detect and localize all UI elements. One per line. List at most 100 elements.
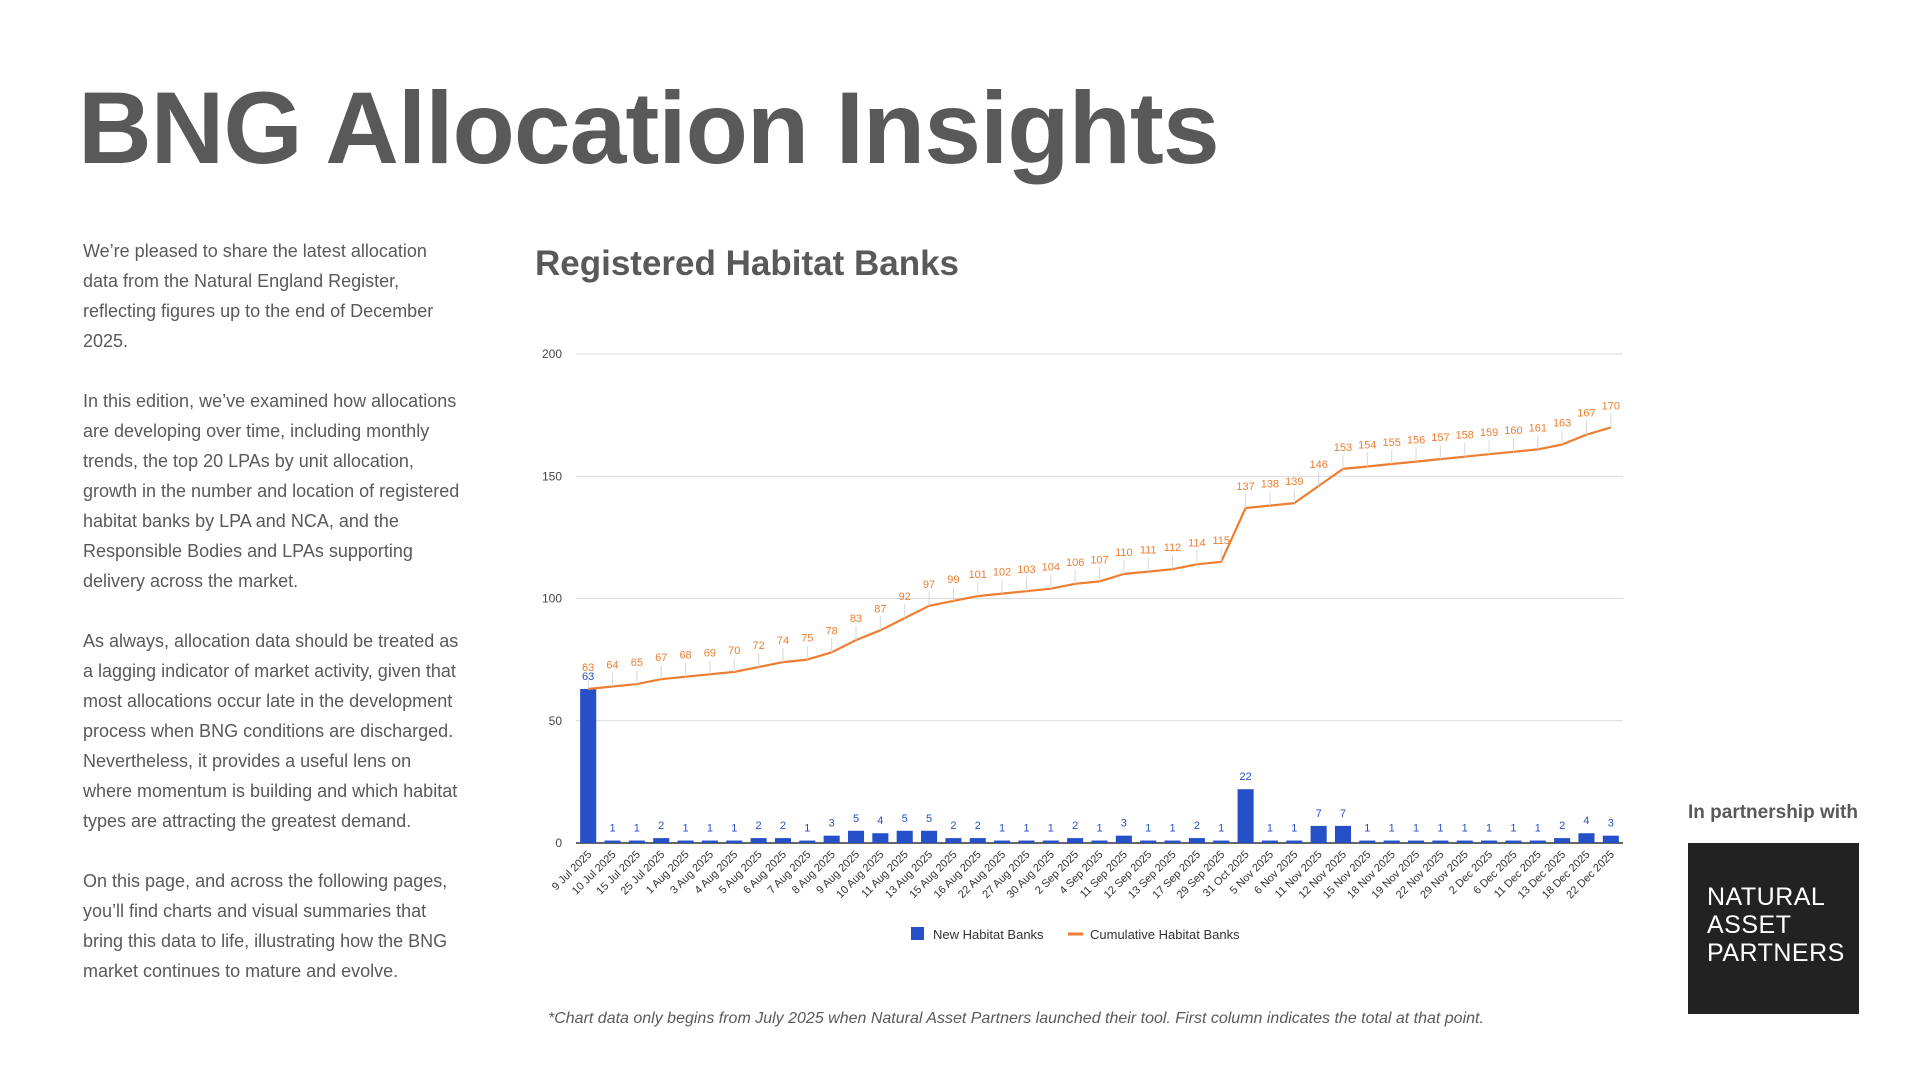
bar-label-30: 7: [1316, 808, 1322, 820]
bar-label-21: 1: [1096, 823, 1102, 835]
bar-0: [580, 688, 597, 843]
bar-18: [1018, 840, 1035, 843]
line-label-10: 78: [826, 625, 838, 637]
bar-label-27: 22: [1239, 771, 1251, 783]
bar-14: [921, 830, 938, 843]
bar-21: [1091, 840, 1108, 843]
bar-label-35: 1: [1437, 823, 1443, 835]
bar-label-2: 1: [634, 823, 640, 835]
bar-label-20: 2: [1072, 820, 1078, 832]
bar-20: [1067, 838, 1084, 843]
intro-paragraph-3: As always, allocation data should be tre…: [83, 631, 459, 831]
y-tick-label-200: 200: [542, 347, 562, 361]
bar-22: [1115, 835, 1132, 843]
bar-35: [1432, 840, 1449, 843]
line-label-28: 138: [1261, 479, 1279, 491]
bar-label-37: 1: [1486, 823, 1492, 835]
intro-paragraph-4: On this page, and across the following p…: [83, 871, 448, 981]
bar-label-23: 1: [1145, 823, 1151, 835]
bar-label-18: 1: [1023, 823, 1029, 835]
bar-label-9: 1: [804, 823, 810, 835]
bar-25: [1188, 838, 1205, 843]
bar-9: [799, 840, 816, 843]
line-label-25: 114: [1188, 537, 1206, 549]
bar-17: [994, 840, 1011, 843]
bar-26: [1213, 840, 1230, 843]
bar-28: [1261, 840, 1278, 843]
line-label-5: 69: [704, 647, 716, 659]
line-label-40: 163: [1553, 417, 1571, 429]
line-label-2: 65: [631, 657, 643, 669]
bar-label-16: 2: [975, 820, 981, 832]
bar-6: [726, 840, 743, 843]
bar-27: [1237, 789, 1254, 843]
bar-label-32: 1: [1364, 823, 1370, 835]
line-label-41: 167: [1577, 408, 1595, 420]
bar-36: [1456, 840, 1473, 843]
bar-label-39: 1: [1535, 823, 1541, 835]
chart-footnote: *Chart data only begins from July 2025 w…: [548, 1010, 1484, 1027]
bar-label-10: 3: [829, 818, 835, 830]
bar-label-14: 5: [926, 813, 932, 825]
bar-label-11: 5: [853, 813, 859, 825]
bar-label-29: 1: [1291, 823, 1297, 835]
logo-line-3: PARTNERS: [1707, 939, 1845, 967]
line-label-17: 102: [993, 567, 1011, 579]
line-label-38: 160: [1504, 425, 1522, 437]
line-label-24: 112: [1164, 542, 1182, 554]
bar-5: [701, 840, 718, 843]
bar-23: [1140, 840, 1157, 843]
bar-40: [1554, 838, 1571, 843]
chart-title: Registered Habitat Banks: [535, 244, 960, 283]
line-label-39: 161: [1529, 422, 1547, 434]
bar-12: [872, 833, 889, 843]
bar-11: [847, 830, 865, 843]
line-label-32: 154: [1358, 439, 1376, 451]
bar-15: [945, 838, 962, 843]
line-label-36: 158: [1456, 430, 1474, 442]
bar-42: [1602, 835, 1619, 843]
bar-label-1: 1: [609, 823, 615, 835]
line-label-29: 139: [1285, 476, 1303, 488]
bar-7: [750, 838, 767, 843]
bar-label-15: 2: [950, 820, 956, 832]
bar-24: [1164, 840, 1181, 843]
line-label-0: 63: [582, 662, 594, 674]
bar-38: [1505, 840, 1522, 843]
bar-label-8: 2: [780, 820, 786, 832]
bar-label-7: 2: [756, 820, 762, 832]
bar-label-4: 1: [683, 823, 689, 835]
line-label-7: 72: [752, 640, 764, 652]
bar-label-26: 1: [1218, 823, 1224, 835]
bar-19: [1042, 840, 1059, 843]
bar-1: [604, 840, 621, 843]
bar-label-12: 4: [877, 815, 883, 827]
line-label-27: 137: [1236, 481, 1254, 493]
bar-13: [896, 830, 913, 843]
line-label-34: 156: [1407, 435, 1425, 447]
bar-33: [1383, 840, 1400, 843]
bar-label-5: 1: [707, 823, 713, 835]
bar-39: [1529, 840, 1546, 843]
line-label-30: 146: [1309, 459, 1327, 471]
line-label-42: 170: [1602, 400, 1620, 412]
bar-label-22: 3: [1121, 818, 1127, 830]
bar-label-40: 2: [1559, 820, 1565, 832]
bar-37: [1481, 840, 1498, 843]
bar-31: [1334, 825, 1352, 843]
line-label-3: 67: [655, 652, 667, 664]
legend-label-new-habitat-banks: New Habitat Banks: [933, 927, 1044, 942]
intro-paragraph-1: We’re pleased to share the latest alloca…: [83, 241, 434, 351]
line-label-15: 99: [947, 574, 959, 586]
bar-label-42: 3: [1608, 818, 1614, 830]
bar-label-33: 1: [1389, 823, 1395, 835]
bar-8: [774, 838, 792, 843]
bar-30: [1310, 825, 1327, 843]
bar-3: [653, 838, 670, 843]
line-label-12: 87: [874, 603, 886, 615]
line-label-26: 115: [1212, 535, 1230, 547]
bar-41: [1578, 833, 1595, 843]
line-label-20: 106: [1066, 557, 1084, 569]
line-label-9: 75: [801, 633, 813, 645]
